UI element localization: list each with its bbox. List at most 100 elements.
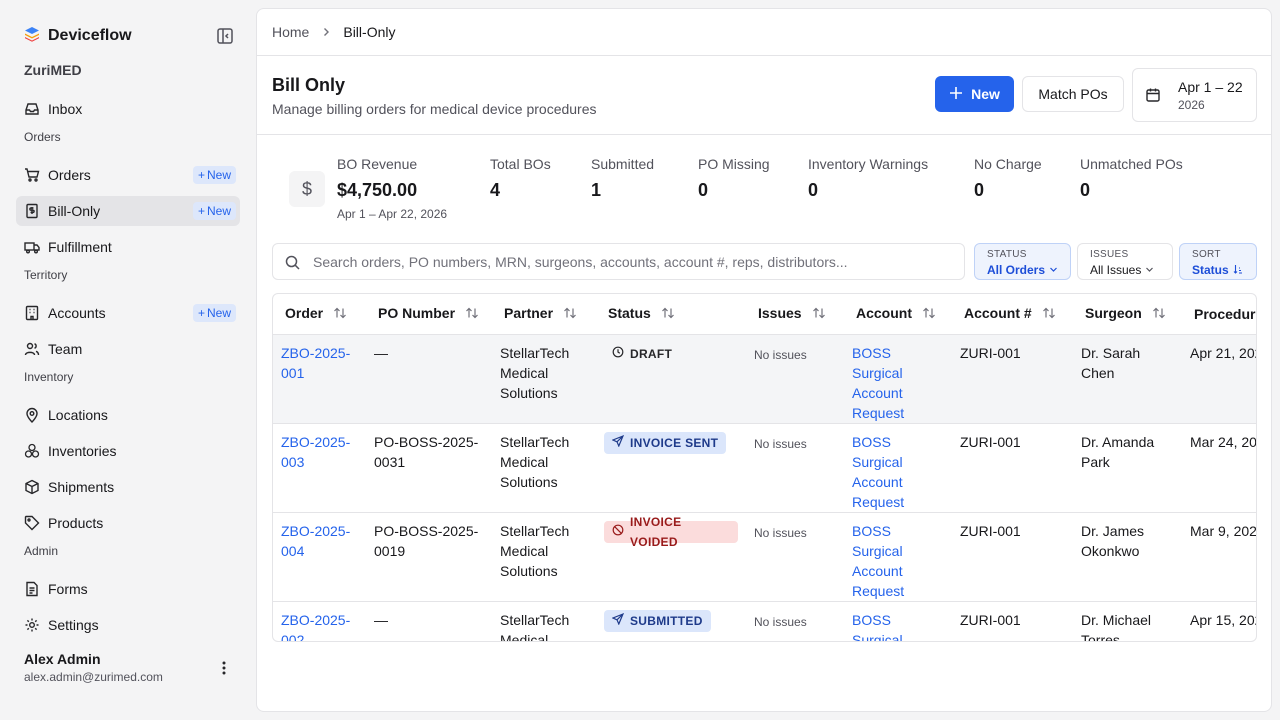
stat-inventory-warnings: Inventory Warnings 0	[808, 156, 928, 201]
plus-icon: +	[197, 168, 205, 182]
sidebar-item-label: Orders	[48, 167, 91, 183]
more-vertical-icon[interactable]	[214, 659, 234, 677]
sidebar-item-label: Settings	[48, 617, 99, 633]
new-bill-only-button[interactable]: + New	[192, 202, 236, 220]
page-subtitle: Manage billing orders for medical device…	[272, 101, 597, 117]
sort-icon	[1152, 306, 1166, 322]
surgeon-cell: Dr. Amanda Park	[1073, 423, 1182, 513]
gear-icon	[24, 617, 40, 633]
column-label: Order	[285, 305, 324, 322]
new-bill-only-primary-button[interactable]: New	[935, 76, 1014, 112]
plus-icon: +	[197, 204, 205, 218]
stat-label: Submitted	[591, 156, 655, 172]
divider	[257, 55, 1271, 56]
table-row[interactable]: ZBO-2025-001 — StellarTech Medical Solut…	[273, 334, 1256, 424]
sidebar-item-label: Products	[48, 515, 104, 531]
stat-bo-revenue: BO Revenue $4,750.00 Apr 1 – Apr 22, 202…	[337, 156, 447, 221]
column-header-account[interactable]: Account	[844, 294, 952, 335]
search-input[interactable]: Search orders, PO numbers, MRN, surgeons…	[272, 243, 965, 280]
order-link[interactable]: ZBO-2025-003	[281, 433, 351, 470]
account-link[interactable]: BOSS Surgical Account Request	[852, 611, 903, 642]
match-pos-button[interactable]: Match POs	[1022, 76, 1124, 112]
brand[interactable]: Deviceflow	[24, 26, 132, 45]
order-link[interactable]: ZBO-2025-002	[281, 611, 351, 642]
sidebar-item-team[interactable]: Team	[16, 334, 240, 364]
sidebar-item-accounts[interactable]: Accounts + New	[16, 298, 240, 328]
table-row[interactable]: ZBO-2025-002 — StellarTech Medical Solut…	[273, 601, 1256, 642]
sidebar-item-bill-only[interactable]: Bill-Only + New	[16, 196, 240, 226]
order-link[interactable]: ZBO-2025-001	[281, 344, 351, 381]
stat-po-missing: PO Missing 0	[698, 156, 770, 201]
account-link[interactable]: BOSS Surgical Account Request	[852, 344, 905, 421]
procedure-cell: Mar 9, 2026	[1182, 512, 1256, 602]
sidebar-item-settings[interactable]: Settings	[16, 610, 240, 640]
collapse-sidebar-icon[interactable]	[216, 27, 234, 45]
account-link[interactable]: BOSS Surgical Account Request	[852, 433, 905, 510]
table-row[interactable]: ZBO-2025-004 PO-BOSS-2025-0019 StellarTe…	[273, 512, 1256, 602]
sort-icon	[563, 306, 577, 322]
sidebar-item-label: Team	[48, 341, 83, 357]
chevron-right-icon	[321, 24, 331, 40]
user-profile[interactable]: Alex Admin alex.admin@zurimed.com	[24, 651, 163, 684]
table-row[interactable]: ZBO-2025-003 PO-BOSS-2025-0031 StellarTe…	[273, 423, 1256, 513]
column-header-surgeon[interactable]: Surgeon	[1073, 294, 1182, 335]
calendar-icon	[1145, 87, 1161, 106]
nav-section-inventory: Inventory	[24, 370, 74, 384]
column-label: Surgeon	[1085, 305, 1142, 322]
account-link[interactable]: BOSS Surgical Account Request	[852, 522, 905, 599]
order-link[interactable]: ZBO-2025-004	[281, 522, 351, 559]
breadcrumb-home[interactable]: Home	[272, 24, 310, 40]
surgeon-cell: Dr. Michael Torres	[1081, 611, 1152, 642]
column-header-order[interactable]: Order	[273, 294, 366, 335]
sidebar-item-products[interactable]: Products	[16, 508, 240, 538]
po-number-cell: —	[366, 334, 492, 424]
dollar-icon: $	[289, 171, 325, 207]
date-range-picker[interactable]: Apr 1 – 22 2026	[1132, 68, 1257, 122]
issues-filter[interactable]: ISSUES All Issues	[1077, 243, 1173, 280]
column-label: Account #	[964, 305, 1032, 322]
column-header-status[interactable]: Status	[596, 294, 746, 335]
filter-value: Status	[1192, 263, 1229, 277]
sidebar-item-forms[interactable]: Forms	[16, 574, 240, 604]
truck-icon	[24, 239, 40, 255]
sidebar-item-inbox[interactable]: Inbox	[16, 94, 240, 124]
sort-icon	[661, 306, 675, 322]
sidebar-item-label: Inbox	[48, 101, 83, 117]
column-header-partner[interactable]: Partner	[492, 294, 596, 335]
sidebar-item-locations[interactable]: Locations	[16, 400, 240, 430]
file-icon	[24, 581, 40, 597]
sort-control[interactable]: SORT Status	[1179, 243, 1257, 280]
status-filter[interactable]: STATUS All Orders	[974, 243, 1071, 280]
status-badge: INVOICE SENT	[604, 431, 727, 454]
sidebar-item-fulfillment[interactable]: Fulfillment	[16, 232, 240, 262]
sidebar-item-orders[interactable]: Orders + New	[16, 160, 240, 190]
issues-cell: No issues	[746, 423, 844, 513]
sidebar-item-label: Inventories	[48, 443, 117, 459]
bill-only-table: Order PO Number Partner Status Issues Ac…	[272, 293, 1257, 642]
inbox-icon	[24, 101, 40, 117]
new-account-button[interactable]: + New	[192, 304, 236, 322]
column-header-procedure[interactable]: Procedure	[1182, 294, 1256, 335]
new-order-button[interactable]: + New	[192, 166, 236, 184]
map-pin-icon	[24, 407, 40, 423]
stat-label: BO Revenue	[337, 156, 418, 172]
partner-cell: StellarTech Medical Solutions	[492, 334, 596, 424]
stat-value: 0	[808, 180, 819, 200]
sidebar-item-shipments[interactable]: Shipments	[16, 472, 240, 502]
column-header-po-number[interactable]: PO Number	[366, 294, 492, 335]
user-email: alex.admin@zurimed.com	[24, 670, 163, 684]
plus-icon	[949, 86, 963, 103]
procedure-cell: Mar 24, 2026	[1182, 423, 1256, 513]
status-label: INVOICE SENT	[630, 435, 719, 450]
column-header-account-number[interactable]: Account #	[952, 294, 1073, 335]
column-header-issues[interactable]: Issues	[746, 294, 844, 335]
sidebar-item-label: Forms	[48, 581, 88, 597]
sidebar-item-inventories[interactable]: Inventories	[16, 436, 240, 466]
sidebar-item-label: Fulfillment	[48, 239, 112, 255]
column-label: Partner	[504, 305, 554, 322]
sidebar-item-label: Accounts	[48, 305, 106, 321]
search-placeholder: Search orders, PO numbers, MRN, surgeons…	[313, 254, 848, 270]
stat-submitted: Submitted 1	[591, 156, 654, 201]
stat-value: 1	[591, 180, 602, 200]
new-button-label: New	[971, 86, 1000, 102]
